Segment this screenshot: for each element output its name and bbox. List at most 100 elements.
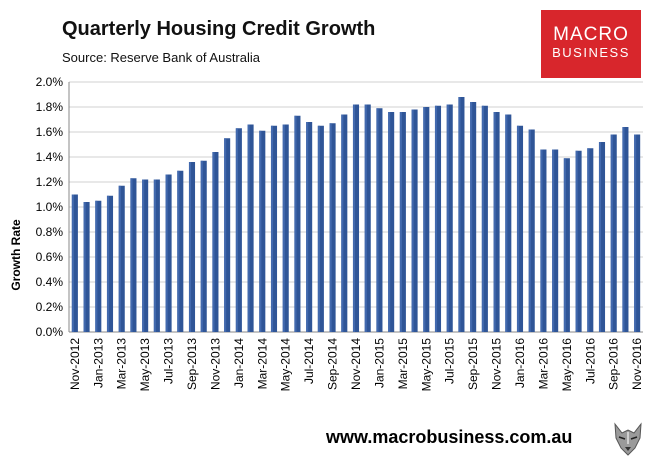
bar-highlight [610,134,613,332]
bar [528,129,535,332]
bar [83,202,90,332]
bar [434,105,442,332]
bar [458,97,465,332]
bar-highlight [270,125,274,332]
bar-highlight [294,115,297,332]
bar-highlight [165,174,168,332]
x-tick-label: Jul-2013 [162,338,176,384]
bar [399,112,406,332]
bar-highlight [505,114,508,332]
bar-highlight [446,104,449,332]
bar [587,148,594,332]
bar-highlight [634,134,637,332]
bar-highlight [235,128,238,332]
bar [294,115,301,332]
bar-highlight [352,104,356,332]
bar-highlight [224,138,227,332]
bar [329,123,336,332]
x-tick-label: Jul-2014 [302,338,316,384]
bar [470,102,477,332]
bar-highlight [364,104,367,332]
y-tick-label: 2.0% [36,75,64,89]
bar [341,114,348,332]
bar-highlight [341,114,344,332]
bar [423,107,430,332]
bar [165,174,172,332]
bar-highlight [329,123,332,332]
bar [106,195,114,332]
x-tick-label: Nov-2014 [349,338,363,390]
x-tick-label: Jul-2015 [443,338,457,384]
bar [411,109,418,332]
x-tick-label: Jan-2015 [372,338,386,388]
bar-highlight [481,105,484,332]
bar-highlight [177,170,180,332]
bar-highlight [259,130,262,332]
bar-highlight [71,194,74,332]
bar-highlight [200,160,203,332]
bar-highlight [306,122,309,332]
y-tick-label: 0.2% [36,300,64,314]
bar [610,134,617,332]
bar [247,124,254,332]
bar-highlight [622,127,625,332]
y-tick-label: 0.0% [36,325,64,339]
y-tick-label: 1.0% [36,200,64,214]
bar-highlight [493,112,496,332]
bar-highlight [516,125,520,332]
footer-url: www.macrobusiness.com.au [326,427,573,447]
bar [118,185,125,332]
y-tick-label: 1.8% [36,100,64,114]
x-tick-label: May-2013 [138,338,152,392]
bar [446,104,453,332]
bar-highlight [552,149,555,332]
bar-highlight [376,108,379,332]
chart-source: Source: Reserve Bank of Australia [62,50,260,65]
bar-highlight [142,179,145,332]
bar-highlight [317,125,320,332]
bar-highlight [423,107,426,332]
bar [634,134,641,332]
y-tick-label: 0.4% [36,275,64,289]
bar-highlight [95,200,98,332]
bar [95,200,102,332]
bar [376,108,383,332]
bar [71,194,78,332]
x-tick-label: Nov-2013 [208,338,222,390]
bar-highlight [411,109,414,332]
x-tick-label: May-2016 [560,338,574,392]
bar [516,125,524,332]
bar [364,104,371,332]
bar [317,125,324,332]
x-tick-label: Sep-2014 [326,338,340,390]
bar [352,104,360,332]
bar-highlight [153,179,156,332]
bar-highlight [130,178,133,332]
bar [481,105,488,332]
bar [598,142,606,332]
bar-highlight [540,149,543,332]
wolf-icon [611,420,645,458]
bar [235,128,242,332]
bar-highlight [587,148,590,332]
x-tick-label: May-2015 [419,338,433,392]
bar [142,179,149,332]
bar [188,162,196,332]
bar-chart: 0.0% 0.2% 0.4% 0.6% 0.8% 1.0% 1.2% 1.4% 1.6% 1.8%… [36,75,645,392]
bar [177,170,184,332]
bar [212,152,219,332]
bar [259,130,266,332]
x-tick-label: Mar-2015 [396,338,410,390]
bar-highlight [247,124,250,332]
x-tick-label: Mar-2013 [115,338,129,390]
y-tick-label: 1.2% [36,175,64,189]
bar-highlight [106,195,110,332]
bar [622,127,629,332]
bar-highlight [458,97,461,332]
bar [224,138,231,332]
bar [552,149,559,332]
bar [388,112,395,332]
bar [575,150,582,332]
bar-highlight [470,102,473,332]
x-tick-label: Sep-2015 [466,338,480,390]
